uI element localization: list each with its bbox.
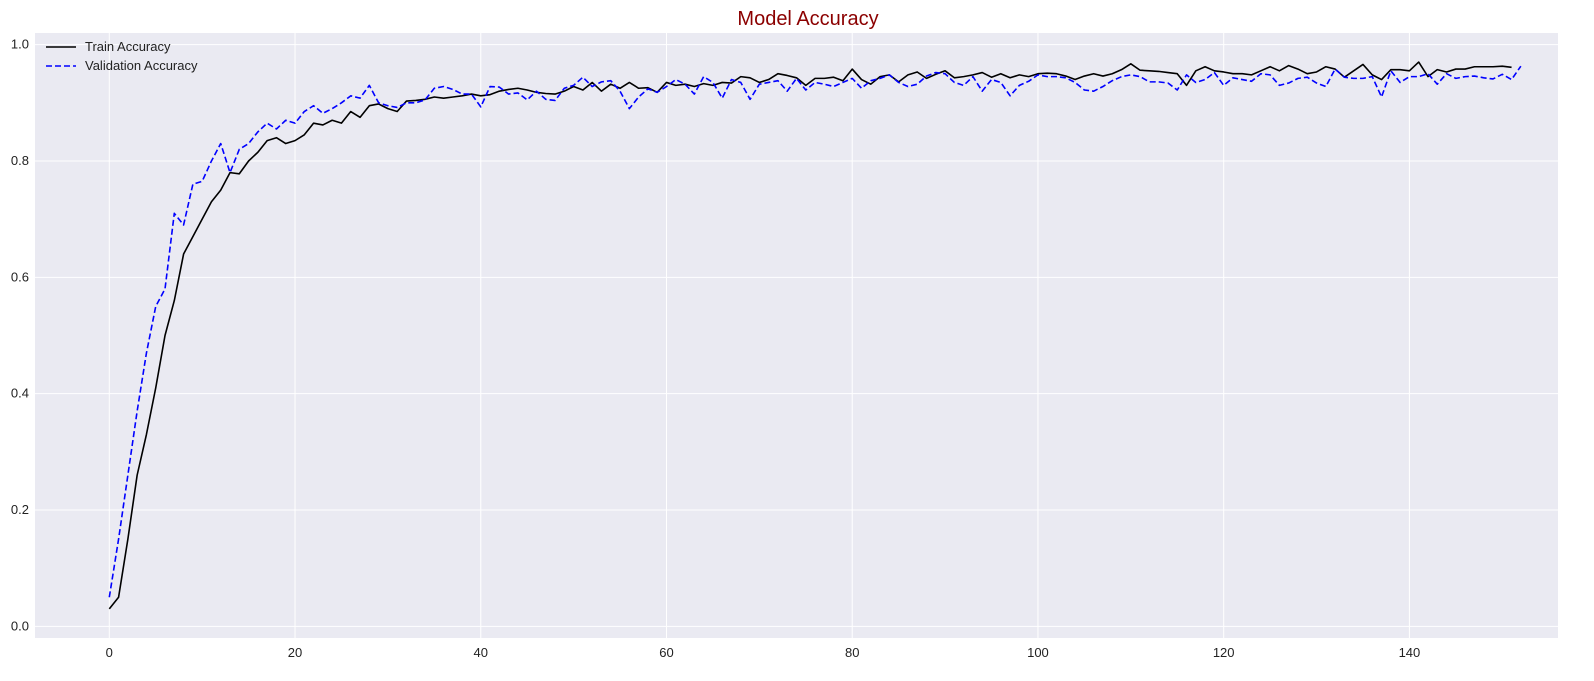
legend: Train Accuracy Validation Accuracy xyxy=(46,39,198,73)
axis-ticks: 0 20 40 60 80 100 120 140 0.0 0.2 0.4 0.6 0.8 1.0 xyxy=(11,37,1420,660)
x-tick-label: 140 xyxy=(1399,645,1421,660)
y-tick-label: 0.2 xyxy=(11,502,29,517)
x-tick-label: 0 xyxy=(106,645,113,660)
x-tick-label: 100 xyxy=(1027,645,1049,660)
x-tick-label: 120 xyxy=(1213,645,1235,660)
y-tick-label: 1.0 xyxy=(11,37,29,52)
grid-lines xyxy=(35,33,1558,638)
series-lines xyxy=(108,61,1522,610)
x-tick-label: 40 xyxy=(474,645,488,660)
train-accuracy-line xyxy=(108,61,1512,610)
validation-accuracy-line xyxy=(108,65,1522,598)
x-tick-label: 80 xyxy=(845,645,859,660)
y-tick-label: 0.4 xyxy=(11,386,29,401)
chart-title: Model Accuracy xyxy=(737,8,878,30)
x-tick-label: 60 xyxy=(659,645,673,660)
y-tick-label: 0.0 xyxy=(11,618,29,633)
plot-area xyxy=(35,33,1558,638)
y-tick-label: 0.6 xyxy=(11,269,29,284)
x-tick-label: 20 xyxy=(288,645,302,660)
legend-label: Train Accuracy xyxy=(85,39,171,54)
legend-label: Validation Accuracy xyxy=(85,58,198,73)
y-tick-label: 0.8 xyxy=(11,153,29,168)
